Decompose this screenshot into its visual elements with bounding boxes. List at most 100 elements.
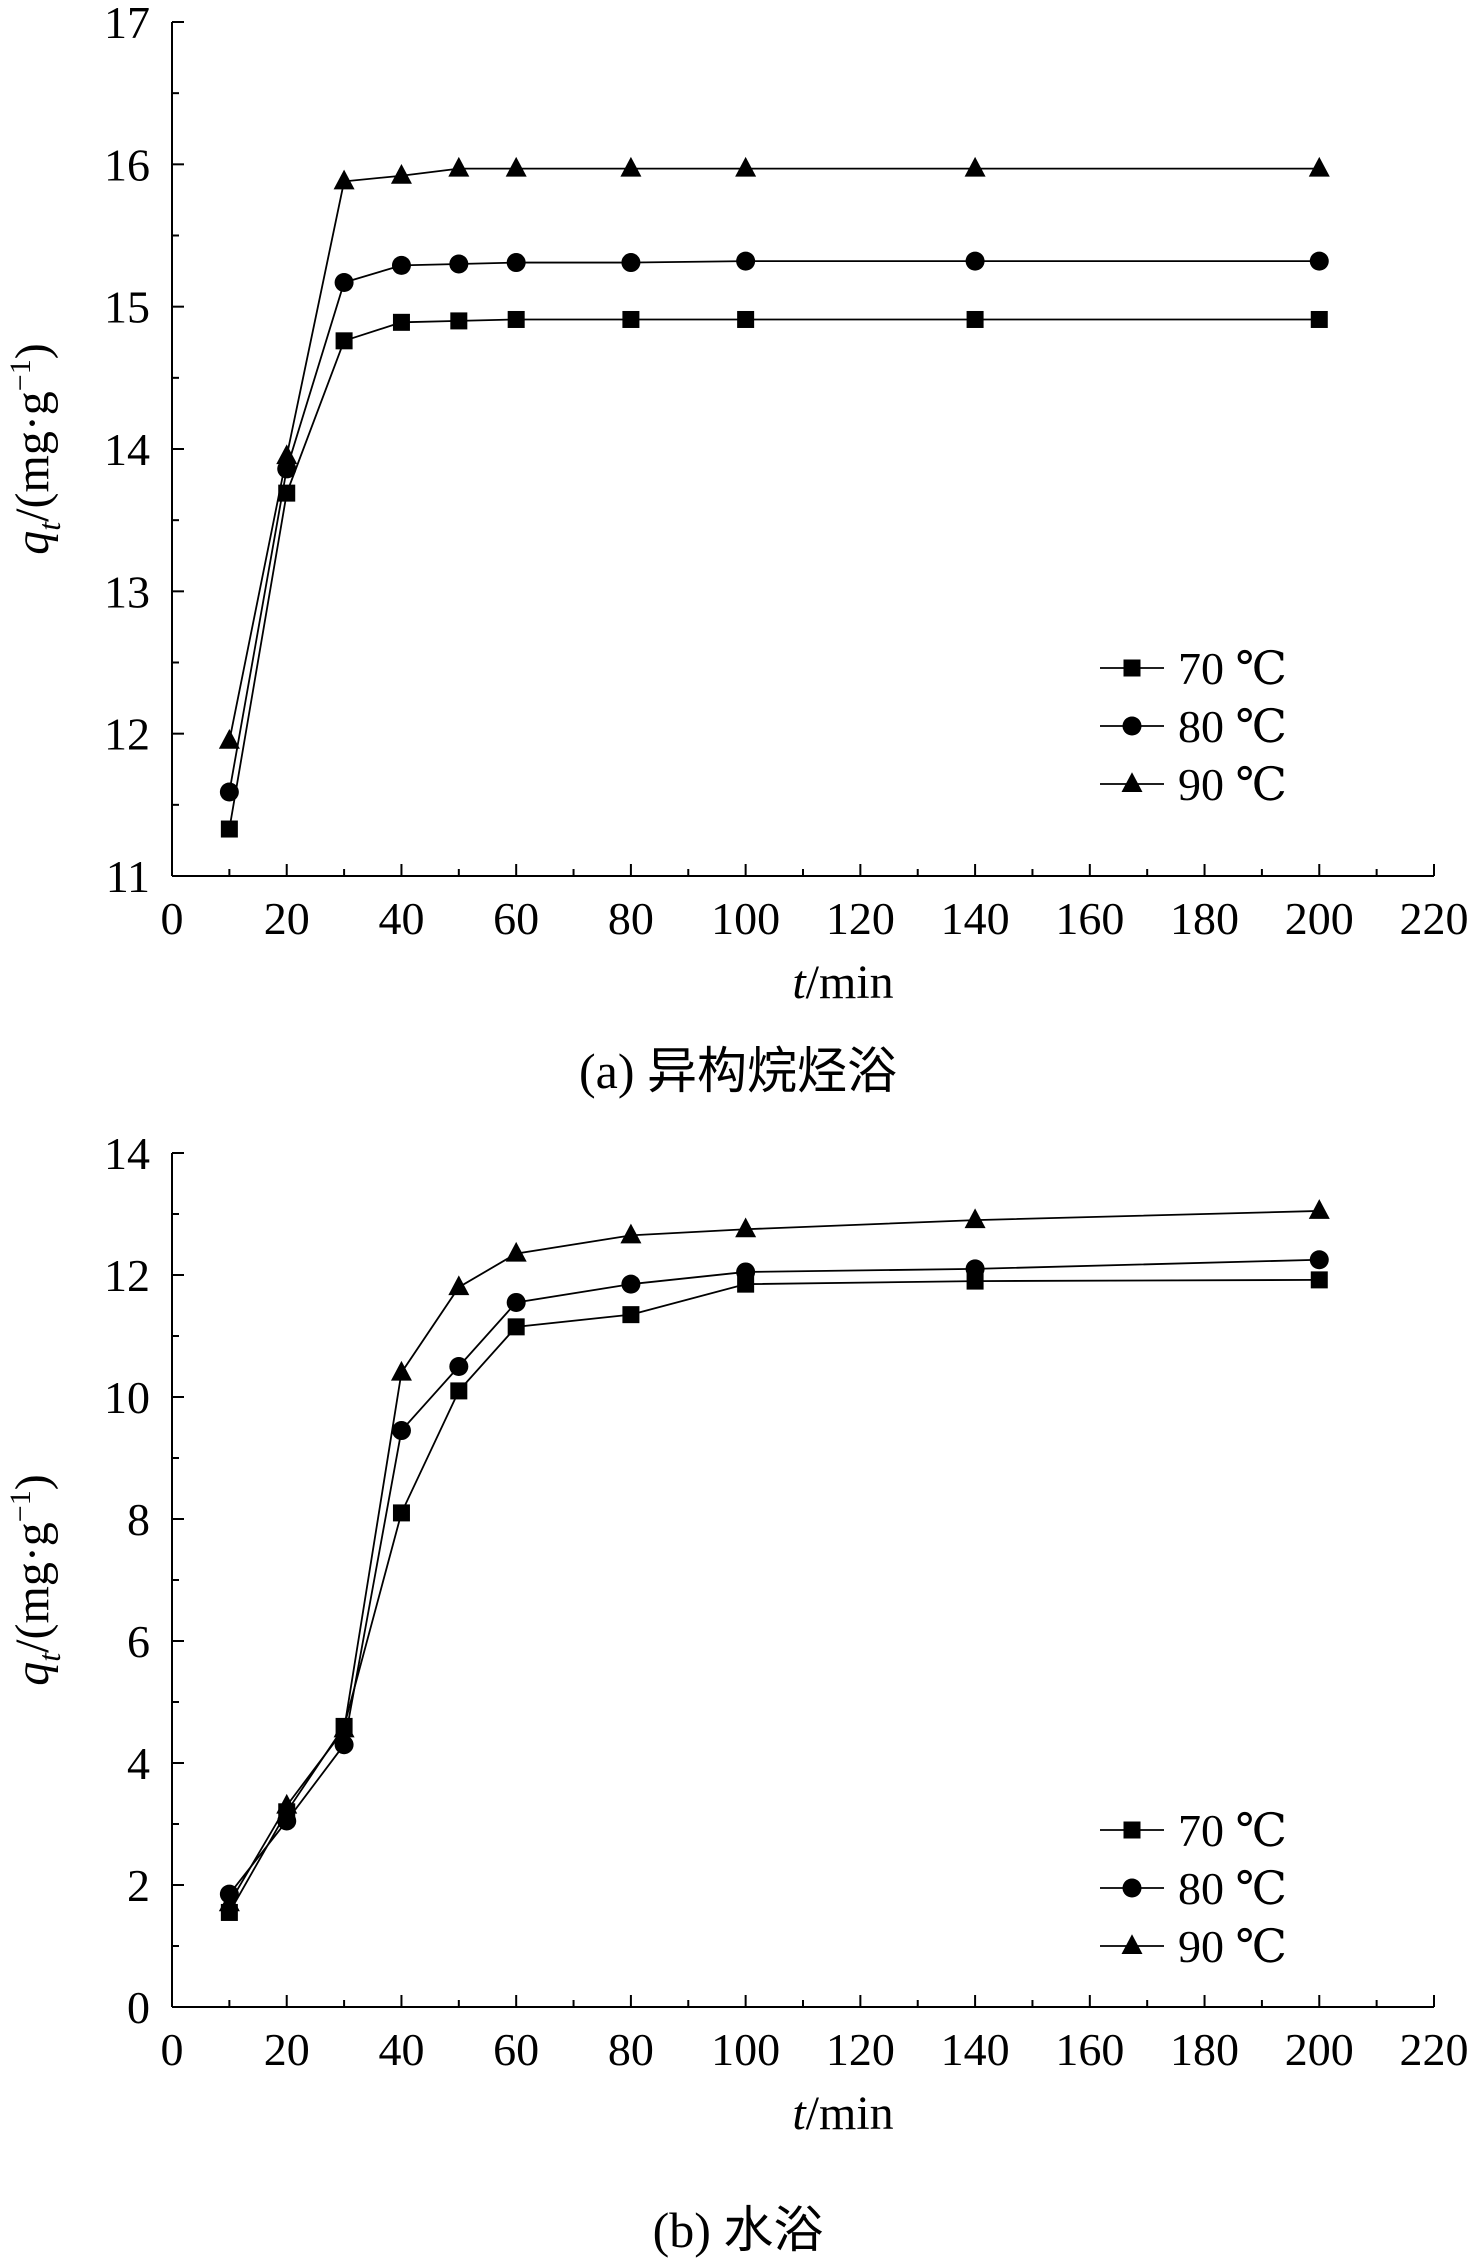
y-axis-label-a: qt/(mg·g−1) <box>4 343 67 554</box>
data-point-b-1-2 <box>334 1735 354 1755</box>
legend-item-a-1: 80 ℃ <box>1100 701 1287 752</box>
data-point-a-0-3 <box>392 313 410 331</box>
x-tick-label-b-180: 180 <box>1170 2024 1239 2075</box>
chart-b-svg: 0 20 40 60 80 100 120 140 160 180 200 220 0 2 4 6 8 10 12 1… <box>4 1131 1469 2258</box>
x-tick-label-b-60: 60 <box>493 2024 539 2075</box>
data-point-b-1-1 <box>277 1811 297 1831</box>
data-point-b-1-5 <box>506 1292 526 1312</box>
x-tick-label-a-160: 160 <box>1055 893 1124 944</box>
data-point-a-0-6 <box>622 310 640 328</box>
data-point-a-2-8 <box>964 156 986 177</box>
y-axis-label-sub-b: t <box>31 1652 67 1662</box>
x-axis-label-unit-b: /min <box>806 2087 894 2140</box>
y-tick-label-a-16: 16 <box>104 139 150 190</box>
x-tick-label-b-0: 0 <box>161 2024 184 2075</box>
y-axis-label-unit-b: /(mg·g <box>6 1522 59 1653</box>
y-tick-label-a-17: 17 <box>104 0 150 48</box>
y-axis-label-b: qt/(mg·g−1) <box>4 1474 67 1685</box>
y-axis-label-close-b: ) <box>6 1474 59 1490</box>
x-axis-label-a: t/min <box>792 956 893 1009</box>
series-line-b-0 <box>228 1278 1320 1913</box>
chart-panel-b: 0 20 40 60 80 100 120 140 160 180 200 220 0 2 4 6 8 10 12 1… <box>0 1131 1476 2262</box>
chart-caption-a: (a) 异构烷烃浴 <box>579 1043 897 1099</box>
data-point-a-1-1 <box>277 459 297 479</box>
legend-label-b-0: 70 ℃ <box>1178 1805 1287 1856</box>
y-axis-label-unit-a: /(mg·g <box>6 391 59 522</box>
legend-marker-a-1 <box>1122 716 1142 736</box>
legend-label-a-2: 90 ℃ <box>1178 759 1287 810</box>
x-tick-label-a-220: 220 <box>1400 893 1469 944</box>
x-tick-label-a-120: 120 <box>826 893 895 944</box>
series-line-a-0 <box>228 318 1320 830</box>
x-tick-label-a-20: 20 <box>264 893 310 944</box>
chart-panel-a: 0 20 40 60 80 100 120 140 160 180 200 220 11 12 13 14 15… <box>4 0 1469 1099</box>
data-point-b-2-6 <box>620 1223 642 1244</box>
data-point-a-1-7 <box>736 251 756 271</box>
series-line-a-2 <box>228 167 1320 741</box>
x-axis-label-unit-a: /min <box>806 956 894 1009</box>
series-b-1 <box>219 1250 1329 1904</box>
chart-caption-b: (b) 水浴 <box>653 2202 824 2258</box>
data-point-a-0-9 <box>1310 310 1328 328</box>
y-axis-label-var-a: q <box>6 531 59 555</box>
data-point-b-0-6 <box>622 1306 640 1324</box>
x-tick-label-b-40: 40 <box>378 2024 424 2075</box>
x-tick-label-b-140: 140 <box>941 2024 1010 2075</box>
series-b-0 <box>220 1271 1328 1921</box>
data-point-b-2-0 <box>218 1891 240 1912</box>
series-a-1 <box>219 251 1329 802</box>
data-point-a-2-0 <box>218 729 240 749</box>
y-tick-label-a-13: 13 <box>104 566 150 617</box>
data-point-a-2-2 <box>333 169 355 190</box>
y-tick-label-a-12: 12 <box>104 709 150 760</box>
y-axis-label-sub-a: t <box>31 521 67 531</box>
data-point-a-0-8 <box>966 310 984 328</box>
y-tick-label-b-2: 2 <box>127 1860 150 1911</box>
series-line-a-1 <box>228 260 1320 793</box>
data-point-b-2-5 <box>505 1241 527 1262</box>
data-point-a-1-0 <box>219 782 239 802</box>
x-axis-label-var-b: t <box>792 2087 807 2140</box>
data-point-b-2-8 <box>964 1208 986 1229</box>
y-tick-label-a-14: 14 <box>104 424 150 475</box>
y-tick-label-b-12: 12 <box>104 1250 150 1301</box>
legend-marker-b-0 <box>1123 1821 1141 1839</box>
data-point-b-0-3 <box>392 1504 410 1522</box>
legend-marker-b-2 <box>1121 1934 1143 1954</box>
legend-item-b-2: 90 ℃ <box>1100 1921 1287 1972</box>
data-point-b-2-9 <box>1308 1199 1330 1219</box>
data-point-b-0-5 <box>507 1318 525 1336</box>
legend-item-b-1: 80 ℃ <box>1100 1863 1287 1914</box>
y-tick-label-b-14: 14 <box>104 1131 150 1179</box>
legend-label-b-2: 90 ℃ <box>1178 1921 1287 1972</box>
data-point-b-2-7 <box>735 1217 757 1238</box>
legend-label-a-0: 70 ℃ <box>1178 643 1287 694</box>
x-tick-label-b-80: 80 <box>608 2024 654 2075</box>
data-point-b-2-3 <box>390 1360 412 1381</box>
x-axis-label-b: t/min <box>792 2087 893 2140</box>
data-point-a-0-2 <box>335 332 353 350</box>
x-tick-label-a-0: 0 <box>161 893 184 944</box>
data-point-b-1-3 <box>391 1421 411 1441</box>
data-point-a-1-5 <box>506 253 526 273</box>
data-point-b-1-7 <box>736 1262 756 1282</box>
x-tick-label-b-120: 120 <box>826 2024 895 2075</box>
data-point-a-2-6 <box>620 156 642 177</box>
y-axis-label-close-a: ) <box>6 343 59 359</box>
data-point-a-0-4 <box>450 312 468 330</box>
data-point-b-0-4 <box>450 1382 468 1400</box>
y-tick-label-b-6: 6 <box>127 1616 150 1667</box>
legend-marker-a-0 <box>1123 659 1141 677</box>
y-tick-label-b-8: 8 <box>127 1494 150 1545</box>
legend-marker-b-1 <box>1122 1878 1142 1898</box>
series-b-2 <box>218 1199 1330 1912</box>
x-tick-label-b-220: 220 <box>1400 2024 1469 2075</box>
data-point-a-1-3 <box>391 255 411 275</box>
x-tick-label-a-140: 140 <box>941 893 1010 944</box>
data-point-a-1-9 <box>1309 251 1329 271</box>
legend-item-a-2: 90 ℃ <box>1100 759 1287 810</box>
data-point-a-2-1 <box>276 444 298 465</box>
y-tick-label-a-11: 11 <box>106 851 150 902</box>
x-tick-label-a-180: 180 <box>1170 893 1239 944</box>
data-point-a-1-4 <box>449 254 469 274</box>
